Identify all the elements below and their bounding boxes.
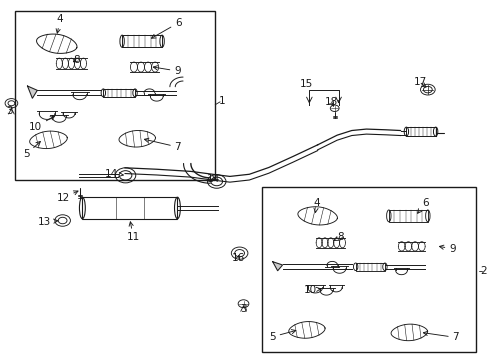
Text: 14: 14 — [105, 168, 123, 179]
Bar — [406, 127, 435, 136]
Text: 4: 4 — [313, 198, 319, 212]
Text: 7: 7 — [144, 138, 181, 152]
Bar — [103, 89, 135, 97]
Text: 9: 9 — [153, 66, 180, 76]
Text: 13: 13 — [38, 217, 58, 227]
Text: 6: 6 — [151, 18, 181, 38]
Text: 15: 15 — [299, 79, 312, 89]
Text: 2: 2 — [479, 266, 486, 276]
Text: 5: 5 — [23, 141, 41, 159]
Text: 10: 10 — [29, 116, 55, 132]
Text: 4: 4 — [56, 14, 63, 33]
Text: 3: 3 — [240, 304, 246, 314]
Text: 9: 9 — [439, 244, 455, 254]
Text: 18: 18 — [324, 97, 337, 107]
Text: 3: 3 — [7, 106, 13, 116]
Bar — [122, 35, 162, 47]
Text: 1: 1 — [219, 96, 225, 106]
Text: 8: 8 — [333, 232, 344, 242]
Text: 7: 7 — [423, 331, 458, 342]
Bar — [355, 263, 384, 271]
Text: 16: 16 — [231, 253, 244, 263]
Bar — [15, 12, 215, 180]
Text: 6: 6 — [417, 198, 428, 213]
Text: 17: 17 — [412, 77, 426, 87]
Text: 14: 14 — [207, 174, 220, 184]
Text: 11: 11 — [126, 222, 140, 242]
Polygon shape — [272, 262, 282, 271]
Text: 10: 10 — [304, 285, 321, 295]
Polygon shape — [27, 86, 37, 98]
Bar — [388, 210, 427, 222]
Bar — [82, 197, 177, 219]
Text: 5: 5 — [269, 330, 295, 342]
Text: 8: 8 — [73, 54, 80, 64]
Text: 12: 12 — [57, 191, 78, 203]
Bar — [261, 187, 475, 352]
